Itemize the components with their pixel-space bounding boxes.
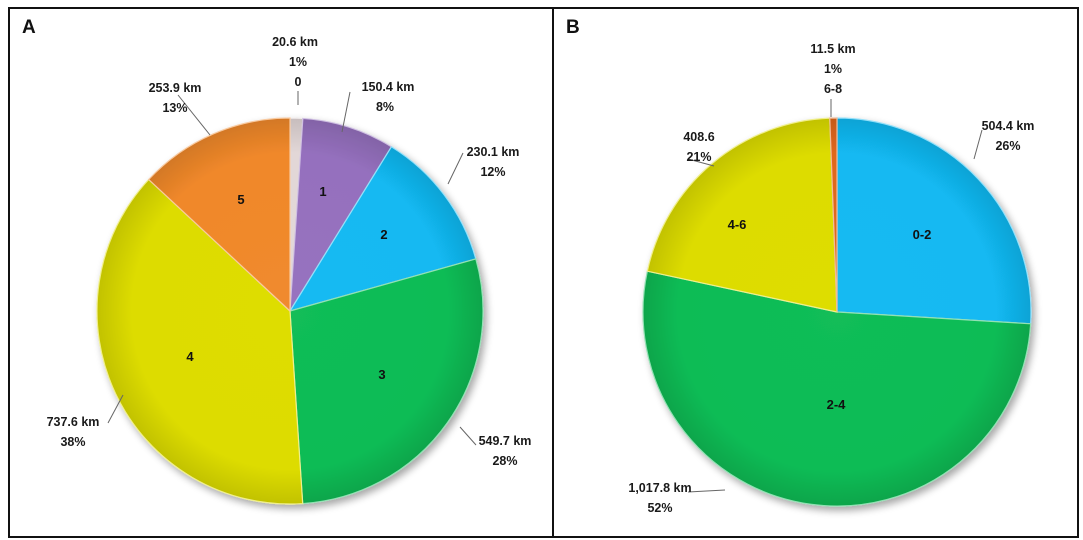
slice-category-label-4-6: 4-6 — [728, 217, 747, 232]
slice-category-label-1: 1 — [319, 184, 326, 199]
slice-category-label-2-4: 2-4 — [827, 397, 847, 412]
pie-slice-3 — [289, 258, 484, 505]
pie-chart-b: 504.4 km 26% 1,017.8 km 52% 408.6 21% 11.5 km 1… — [628, 42, 1035, 515]
percent-label-0-2: 26% — [995, 139, 1020, 153]
leader-line-4-6 — [687, 158, 715, 167]
pie-slice-6-8 — [829, 117, 838, 313]
pie-slice-1 — [289, 117, 393, 312]
value-label-5: 253.9 km — [149, 81, 202, 95]
pie-slice-4-6 — [646, 117, 838, 313]
percent-label-6-8: 1% — [824, 62, 842, 76]
leader-line-2-4 — [687, 489, 726, 493]
category-label-0: 0 — [295, 75, 302, 89]
pie-slice-2 — [288, 145, 477, 312]
slice-category-label-0-2: 0-2 — [913, 227, 932, 242]
value-label-6-8: 11.5 km — [810, 42, 855, 56]
leader-line-0-2 — [973, 129, 983, 160]
leader-line-5 — [177, 94, 211, 136]
value-label-4: 737.6 km — [47, 415, 100, 429]
slice-category-label-5: 5 — [237, 192, 244, 207]
value-label-0: 20.6 km — [272, 35, 318, 49]
percent-label-0: 1% — [289, 55, 307, 69]
leader-line-4 — [107, 394, 124, 424]
percent-label-5: 13% — [162, 101, 187, 115]
percent-label-2-4: 52% — [647, 501, 672, 515]
pie-chart-a: 20.6 km 1% 0 150.4 km 8% 230.1 km 12% 549.7 km 2… — [47, 35, 532, 505]
percent-label-1: 8% — [376, 100, 394, 114]
value-label-2-4: 1,017.8 km — [628, 481, 691, 495]
category-label-6-8: 6-8 — [824, 82, 842, 96]
value-label-1: 150.4 km — [362, 80, 415, 94]
leader-line-1 — [341, 91, 351, 133]
percent-label-4-6: 21% — [686, 150, 711, 164]
value-label-2: 230.1 km — [467, 145, 520, 159]
slice-category-label-2: 2 — [380, 227, 387, 242]
slice-category-label-3: 3 — [378, 367, 385, 382]
slice-category-label-4: 4 — [186, 349, 194, 364]
percent-label-4: 38% — [60, 435, 85, 449]
percent-label-2: 12% — [480, 165, 505, 179]
panel-b: B 504.4 km 26% 1,017.8 km 52% 408.6 21% 11.5 k… — [552, 7, 1079, 538]
pie-slice-2-4 — [642, 270, 1032, 507]
percent-label-3: 28% — [492, 454, 517, 468]
panel-a: A 20.6 km 1% 0 150.4 km 8% 230.1 km 12% 549.7 k… — [8, 7, 554, 538]
pie-slice-5 — [147, 117, 291, 313]
leader-line-3 — [459, 426, 477, 446]
pie-slice-4 — [96, 178, 304, 505]
panel-b-letter: B — [566, 17, 580, 38]
pie-slice-0-2 — [836, 117, 1032, 325]
panel-a-letter: A — [22, 17, 36, 38]
leader-line-2 — [447, 152, 464, 185]
value-label-0-2: 504.4 km — [982, 119, 1035, 133]
value-label-4-6: 408.6 — [683, 130, 714, 144]
value-label-3: 549.7 km — [479, 434, 532, 448]
